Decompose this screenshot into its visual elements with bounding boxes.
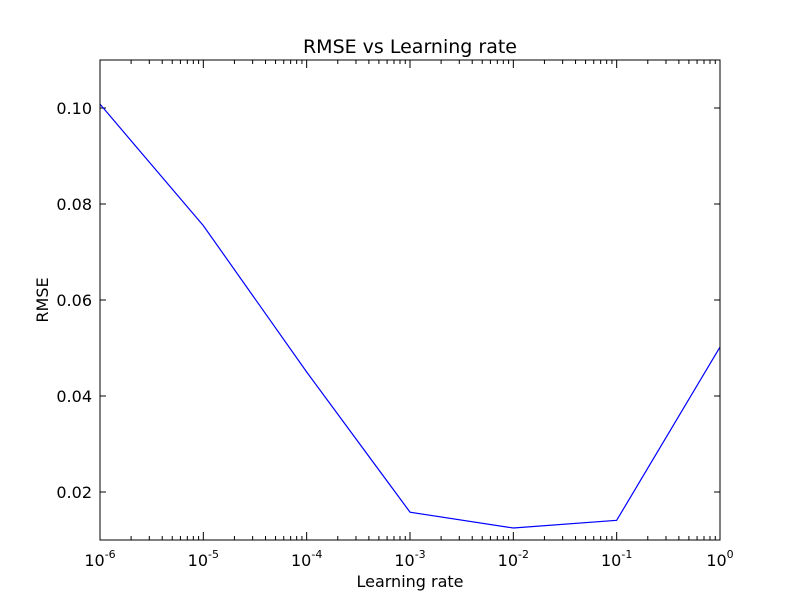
x-tick-label-base: 10 bbox=[706, 551, 726, 570]
x-tick-label-base: 10 bbox=[291, 551, 311, 570]
x-tick-label: 10-2 bbox=[498, 548, 529, 570]
series-layer bbox=[99, 103, 721, 529]
y-tick-label: 0.04 bbox=[56, 387, 92, 406]
x-tick-label-base: 10 bbox=[188, 551, 208, 570]
x-tick-label-exponent: -2 bbox=[518, 548, 529, 561]
x-axis-label: Learning rate bbox=[356, 572, 463, 591]
x-tick-label: 10-1 bbox=[601, 548, 632, 570]
x-tick-label-base: 10 bbox=[498, 551, 518, 570]
x-tick-label: 100 bbox=[706, 548, 733, 570]
x-tick-label-exponent: -6 bbox=[105, 548, 116, 561]
x-tick-label-base: 10 bbox=[84, 551, 104, 570]
x-tick-label-exponent: -4 bbox=[311, 548, 322, 561]
y-axis-label: RMSE bbox=[33, 277, 52, 322]
x-tick-label-exponent: -3 bbox=[415, 548, 426, 561]
plot-area-frame bbox=[99, 59, 721, 541]
x-tick-label-exponent: 0 bbox=[727, 548, 734, 561]
x-tick-label: 10-6 bbox=[84, 548, 115, 570]
chart-title: RMSE vs Learning rate bbox=[303, 36, 517, 58]
x-tick-label: 10-4 bbox=[291, 548, 322, 570]
x-tick-label-exponent: -5 bbox=[208, 548, 219, 561]
x-tick-label: 10-3 bbox=[394, 548, 425, 570]
y-tick-label: 0.02 bbox=[56, 483, 92, 502]
axis-ticks bbox=[99, 60, 721, 540]
x-tick-label: 10-5 bbox=[188, 548, 219, 570]
x-tick-label-base: 10 bbox=[394, 551, 414, 570]
y-tick-label: 0.06 bbox=[56, 291, 92, 310]
y-tick-label: 0.08 bbox=[56, 195, 92, 214]
y-tick-label: 0.10 bbox=[56, 99, 92, 118]
x-tick-label-exponent: -1 bbox=[621, 548, 632, 561]
x-tick-label-base: 10 bbox=[601, 551, 621, 570]
rmse-series-line bbox=[99, 103, 721, 529]
